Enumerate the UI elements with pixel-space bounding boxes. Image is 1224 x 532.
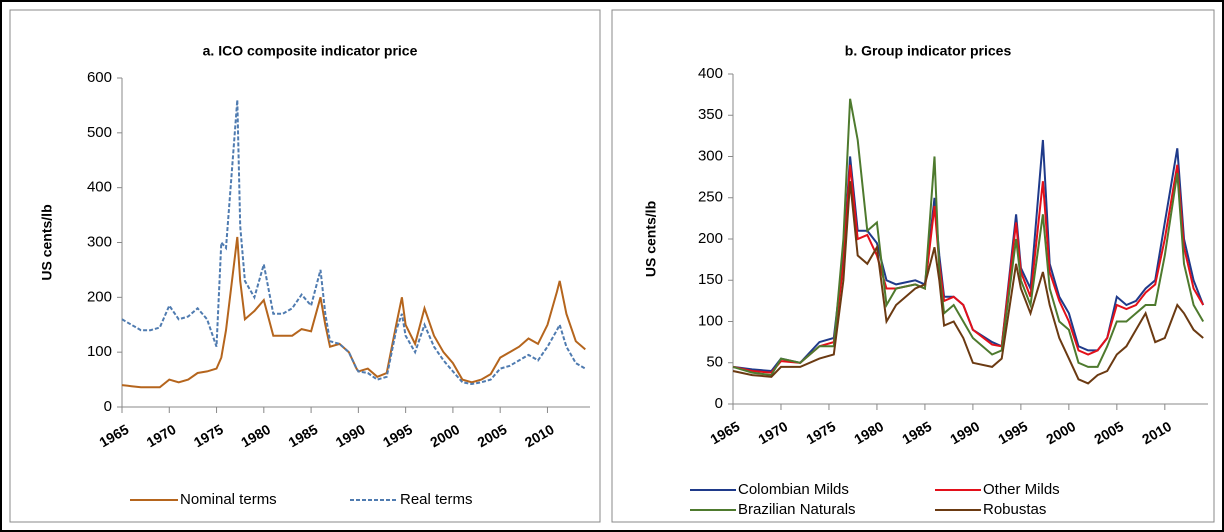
series-line <box>732 164 1205 374</box>
legend-label: Robustas <box>983 501 1046 518</box>
legend-label: Brazilian Naturals <box>738 501 856 518</box>
series-line <box>121 99 586 386</box>
legend-label: Other Milds <box>983 481 1060 498</box>
y-tick-label: 600 <box>87 69 112 86</box>
y-tick-label: 250 <box>698 189 723 206</box>
y-axis-label: US cents/lb <box>39 204 55 280</box>
y-tick-label: 400 <box>87 179 112 196</box>
y-tick-label: 500 <box>87 124 112 141</box>
y-tick-label: 100 <box>87 343 112 360</box>
panel-frame <box>611 9 1215 523</box>
chart-title: b. Group indicator prices <box>845 43 1012 59</box>
series-line <box>732 98 1205 377</box>
y-tick-label: 300 <box>87 233 112 250</box>
chart-title: a. ICO composite indicator price <box>203 43 418 59</box>
y-tick-label: 100 <box>698 312 723 329</box>
legend-label: Real terms <box>400 491 473 508</box>
y-tick-label: 200 <box>87 288 112 305</box>
y-tick-label: 0 <box>104 398 112 415</box>
panel-frame <box>9 9 601 523</box>
y-axis-label: US cents/lb <box>643 201 659 277</box>
series-line <box>732 181 1204 385</box>
y-tick-label: 200 <box>698 230 723 247</box>
y-tick-label: 150 <box>698 271 723 288</box>
legend-label: Colombian Milds <box>738 481 849 498</box>
y-tick-label: 350 <box>698 106 723 123</box>
legend-label: Nominal terms <box>180 491 277 508</box>
y-tick-label: 300 <box>698 147 723 164</box>
y-tick-label: 0 <box>715 395 723 412</box>
y-tick-label: 50 <box>706 354 723 371</box>
y-tick-label: 400 <box>698 65 723 82</box>
